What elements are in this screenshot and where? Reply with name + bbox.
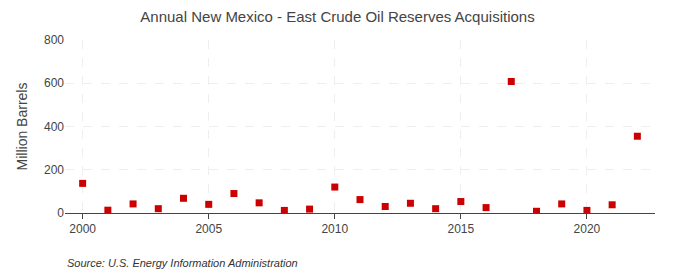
svg-text:400: 400 <box>44 120 64 134</box>
svg-text:2010: 2010 <box>321 222 348 236</box>
svg-text:2020: 2020 <box>574 222 601 236</box>
svg-text:800: 800 <box>44 33 64 47</box>
svg-text:Annual New Mexico - East Crude: Annual New Mexico - East Crude Oil Reser… <box>140 8 534 25</box>
svg-text:Million Barrels: Million Barrels <box>14 83 30 171</box>
svg-text:600: 600 <box>44 76 64 90</box>
svg-text:2005: 2005 <box>195 222 222 236</box>
svg-text:2000: 2000 <box>69 222 96 236</box>
svg-text:Source: U.S. Energy Informatio: Source: U.S. Energy Information Administ… <box>67 257 298 269</box>
svg-text:2015: 2015 <box>447 222 474 236</box>
svg-text:200: 200 <box>44 163 64 177</box>
svg-text:0: 0 <box>57 206 64 220</box>
